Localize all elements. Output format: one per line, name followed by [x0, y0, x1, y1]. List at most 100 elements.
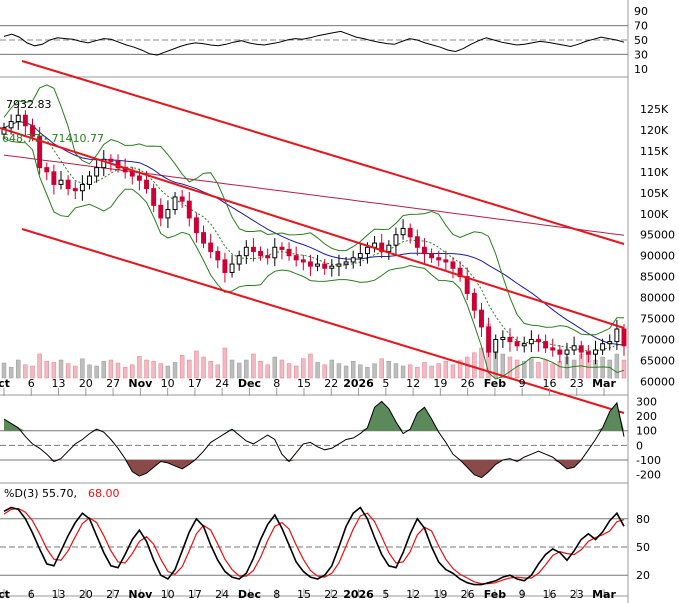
candle-body	[286, 248, 292, 257]
price-tick-label: 105K	[640, 187, 669, 200]
volume-bar	[600, 356, 605, 379]
date-label: 12	[406, 377, 420, 390]
volume-bar	[429, 365, 434, 379]
candle-body	[386, 244, 392, 252]
ma200-line	[3, 154, 625, 236]
volume-bar	[258, 360, 263, 379]
candle-body	[72, 188, 78, 192]
volume-bar	[194, 350, 199, 379]
date-label: 17	[188, 588, 202, 601]
date-label: 13	[52, 377, 66, 390]
candle-body	[614, 328, 620, 343]
date-label: 5	[382, 377, 389, 390]
candle-body	[208, 242, 214, 252]
date-label: 5	[382, 588, 389, 601]
candle-body	[236, 255, 242, 265]
date-label: 10	[161, 588, 175, 601]
candle-body	[15, 114, 21, 123]
date-label: 24	[215, 588, 229, 601]
volume-bar	[301, 358, 306, 379]
volume-bar	[279, 359, 285, 379]
volume-bar	[115, 362, 121, 379]
candle-body	[65, 179, 71, 190]
volume-bar	[73, 365, 78, 379]
candle-body	[279, 246, 285, 250]
volume-bar	[472, 352, 477, 379]
candle-body	[621, 328, 627, 347]
volume-bar	[94, 365, 99, 379]
volume-bar	[407, 364, 413, 379]
candle-body	[521, 343, 527, 347]
candle-body	[443, 259, 449, 263]
candle-body	[265, 255, 271, 259]
volume-bar	[372, 363, 377, 379]
volume-bar	[315, 362, 320, 379]
candle-body	[543, 341, 549, 349]
stoch-tick-label: 80	[636, 513, 650, 526]
candle-body	[593, 349, 598, 355]
cci-tick-label: 100	[636, 425, 657, 438]
candle-body	[379, 242, 385, 252]
price-tick-label: 80000	[640, 292, 675, 305]
candle-body	[151, 188, 157, 206]
candle-body	[507, 336, 513, 343]
candle-body	[514, 341, 520, 347]
volume-bar	[379, 358, 384, 379]
volume-bar	[130, 364, 135, 379]
price-tick-label: 115K	[640, 145, 669, 158]
volume-bar	[65, 363, 71, 379]
date-label: 23	[570, 377, 584, 390]
date-label: 22	[324, 588, 338, 601]
candle-body	[222, 259, 228, 273]
candle-body	[414, 236, 420, 248]
volume-bar	[536, 362, 541, 379]
candle-body	[464, 276, 470, 294]
date-label: 2026	[343, 588, 374, 601]
candle-body	[350, 257, 356, 263]
date-label: 9	[519, 377, 526, 390]
date-label: 23	[570, 588, 584, 601]
candle-body	[258, 250, 264, 257]
volume-bar	[322, 364, 327, 379]
volume-bar	[44, 360, 49, 379]
volume-bar	[179, 354, 185, 379]
candle-body	[8, 121, 14, 129]
candle-body	[1, 127, 7, 135]
volume-bar	[500, 353, 506, 379]
volume-bar	[514, 359, 520, 379]
candle-body	[571, 345, 577, 351]
trendline-upper	[21, 60, 625, 245]
candle-body	[243, 246, 249, 257]
candle-body	[450, 261, 456, 269]
volume-bar	[265, 364, 270, 379]
trendline-middle	[0, 127, 625, 329]
candle-body	[336, 263, 342, 267]
date-label: 16	[542, 377, 556, 390]
rsi-tick-label: 70	[634, 20, 648, 33]
candle-body	[300, 259, 306, 263]
candle-body	[201, 232, 206, 244]
volume-bar	[350, 360, 356, 379]
volume-bar	[336, 363, 342, 379]
volume-bar	[465, 356, 470, 379]
volume-bar	[58, 359, 64, 379]
date-label: 19	[433, 377, 447, 390]
date-label: 12	[406, 588, 420, 601]
candle-body	[58, 179, 64, 185]
candle-body	[165, 209, 171, 219]
date-label: Feb	[484, 377, 507, 390]
date-label: Dec	[238, 377, 261, 390]
volume-bar	[137, 356, 142, 379]
volume-bar	[443, 360, 449, 379]
candle-body	[329, 265, 335, 269]
candle-body	[129, 171, 135, 177]
volume-bar	[172, 362, 178, 379]
volume-bar	[23, 364, 28, 379]
volume-bar	[522, 360, 527, 379]
candle-body	[51, 171, 57, 185]
stoch-k-line	[3, 506, 625, 586]
candle-body	[479, 309, 484, 328]
candle-body	[500, 336, 506, 341]
cci-tick-label: 300	[636, 395, 657, 408]
volume-bar	[557, 360, 563, 379]
